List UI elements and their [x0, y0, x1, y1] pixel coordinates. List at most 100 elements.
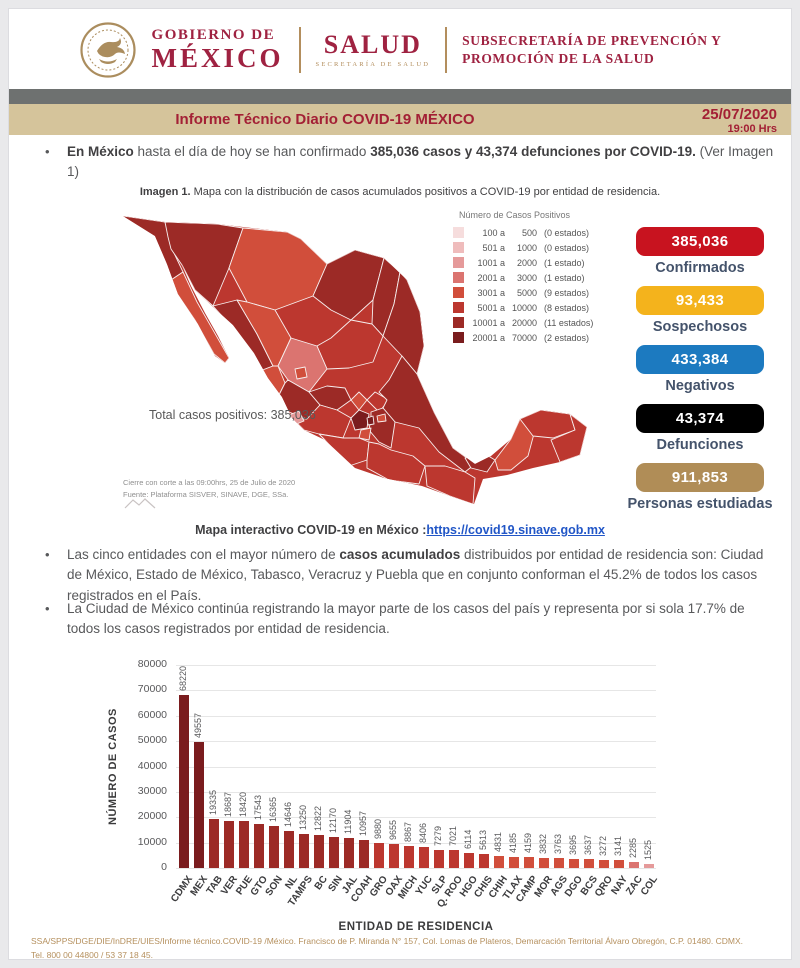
bar-GTO — [253, 823, 264, 868]
legend-swatch — [453, 257, 464, 268]
mexico-choropleth-map — [123, 216, 587, 509]
y-tick-label: 80000 — [137, 658, 167, 670]
state-ver — [378, 355, 476, 473]
gridline — [176, 690, 656, 692]
salud-subtitle: SECRETARÍA DE SALUD — [315, 61, 431, 68]
bar-VER — [223, 820, 234, 868]
legend-range-to: 3000 — [516, 272, 537, 283]
gridline — [176, 741, 656, 743]
legend-swatch — [453, 227, 464, 238]
bullet-confirmed-cases-text: En México hasta el día de hoy se han con… — [67, 144, 774, 180]
bar-DGO — [568, 858, 579, 868]
map-legend-title: Número de Casos Positivos — [459, 210, 571, 220]
stat-label: Defunciones — [656, 437, 744, 453]
y-tick-label: 0 — [161, 861, 167, 873]
mountain-watermark-icon — [124, 498, 156, 509]
bar-CHIS — [478, 853, 489, 868]
interactive-map-link[interactable]: https://covid19.sinave.gob.mx — [426, 523, 605, 537]
legend-row: 2001 a 3000 (1 estado) — [453, 270, 599, 285]
header-divider-1 — [298, 27, 301, 73]
interactive-map-link-label: Mapa interactivo COVID-19 en México : — [195, 523, 427, 537]
bar-value-label: 12170 — [328, 808, 338, 834]
legend-state-count: (1 estado) — [544, 272, 585, 283]
gridline — [176, 766, 656, 768]
legend-row: 501 a 1000 (0 estados) — [453, 240, 599, 255]
gridline — [176, 791, 656, 793]
state-cdmx — [366, 415, 375, 426]
bullet-dot: • — [45, 601, 50, 616]
bar-Q. ROO — [448, 850, 459, 868]
bar-TAMPS — [298, 834, 309, 868]
bar-value-label: 6114 — [463, 829, 473, 849]
bar-value-label: 68220 — [178, 665, 188, 691]
bar-YUC — [418, 846, 429, 868]
report-date: 25/07/2020 — [701, 106, 777, 123]
bar-COAH — [358, 840, 369, 868]
map-section: Número de Casos Positivos 100 a 500 (0 est… — [113, 202, 605, 522]
legend-row: 10001 a 20000 (11 estados) — [453, 315, 599, 330]
bar-value-label: 18420 — [238, 792, 248, 818]
state-gro — [318, 433, 370, 467]
cases-by-state-bar-chart: NÚMERO DE CASOS 68220 CDMX 49557 MEX 19335 TA… — [9, 647, 791, 947]
legend-range-to: 500 — [521, 227, 537, 238]
state-qroo — [550, 413, 587, 463]
bar-value-label: 19335 — [208, 789, 218, 815]
bullet-confirmed-cases: • En México hasta el día de hoy se han c… — [45, 142, 775, 183]
gray-bar — [9, 89, 791, 104]
bar-CHIH — [493, 855, 504, 868]
bullet-dot: • — [45, 144, 50, 159]
legend-range-from: 5001 a — [477, 302, 505, 313]
bar-value-label: 8867 — [403, 821, 413, 842]
bar-value-label: 3272 — [598, 835, 608, 856]
map-legend: Número de Casos Positivos 100 a 500 (0 est… — [453, 210, 599, 345]
bar-value-label: 4185 — [508, 833, 518, 854]
title-banner: Informe Técnico Diario COVID-19 MÉXICO 2… — [9, 104, 791, 135]
stat-label: Negativos — [665, 378, 735, 394]
bar-value-label: 7021 — [448, 826, 458, 847]
bar-MOR — [538, 858, 549, 868]
bar-ZAC — [628, 862, 639, 868]
legend-state-count: (1 estado) — [544, 257, 585, 268]
bar-CDMX — [178, 694, 189, 868]
legend-range-from: 20001 a — [472, 332, 505, 343]
stat-badge-negativos: 433,384 — [636, 345, 764, 374]
state-chis — [424, 465, 476, 504]
state-tlax — [376, 413, 387, 423]
bar-value-label: 9655 — [388, 819, 398, 840]
chart-x-axis-label: ENTIDAD DE RESIDENCIA — [338, 921, 494, 933]
gridline — [176, 868, 656, 869]
map-cutoff-note: Cierre con corte a las 09:00hrs, 25 de J… — [123, 478, 296, 487]
legend-range-from: 2001 a — [477, 272, 505, 283]
legend-state-count: (11 estados) — [544, 317, 594, 328]
bar-PUE — [238, 821, 249, 868]
bar-QRO — [598, 859, 609, 868]
bar-CAMP — [523, 857, 534, 868]
bar-value-label: 13250 — [298, 805, 308, 831]
bar-value-label: 16365 — [268, 797, 278, 823]
legend-state-count: (0 estados) — [544, 227, 590, 238]
y-tick-label: 20000 — [137, 810, 167, 823]
bar-BC — [313, 835, 324, 868]
salud-wordmark: SALUD SECRETARÍA DE SALUD — [315, 32, 431, 69]
interactive-map-link-line: Mapa interactivo COVID-19 en México :htt… — [9, 523, 791, 537]
legend-range-to: 70000 — [511, 332, 537, 343]
bar-value-label: 3637 — [583, 834, 593, 855]
gridline — [176, 665, 656, 666]
stat-badge-confirmados: 385,036 — [636, 227, 764, 256]
gobierno-line2: MÉXICO — [151, 42, 284, 73]
legend-state-count: (0 estados) — [544, 242, 590, 253]
imagen1-caption: Imagen 1. Mapa con la distribución de ca… — [139, 186, 661, 198]
legend-range-from: 3001 a — [477, 287, 505, 298]
bar-value-label: 8406 — [418, 822, 428, 843]
gridline — [176, 842, 656, 844]
gobierno-line1: GOBIERNO DE — [151, 26, 276, 43]
legend-swatch — [453, 272, 464, 283]
stat-label: Personas estudiadas — [627, 496, 773, 512]
stat-badge-personas-estudiadas: 911,853 — [636, 463, 764, 492]
gridline — [176, 715, 656, 717]
bar-value-label: 12822 — [313, 806, 323, 832]
stat-label: Sospechosos — [652, 319, 748, 335]
bar-value-label: 2285 — [628, 838, 638, 859]
legend-swatch — [453, 287, 464, 298]
chart-plot-area: 68220 CDMX 49557 MEX 19335 TAB 18687 VER 18420 PU… — [169, 665, 660, 910]
